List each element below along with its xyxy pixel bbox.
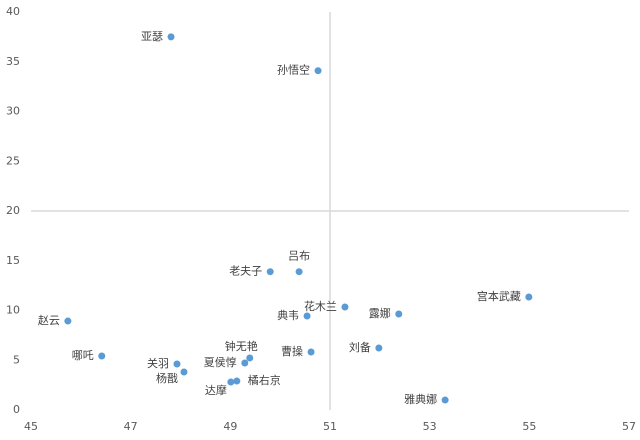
point — [167, 33, 175, 41]
point-label: 孙悟空 — [277, 63, 310, 77]
point-label: 杨戬 — [156, 371, 178, 385]
y-tick-label: 5 — [13, 353, 20, 366]
point — [64, 317, 72, 325]
point — [307, 348, 315, 356]
x-tick-label: 57 — [622, 420, 636, 433]
point-label: 雅典娜 — [404, 392, 437, 406]
point — [395, 310, 403, 318]
point-label: 达摩 — [205, 383, 227, 397]
point-label: 宫本武藏 — [477, 289, 521, 303]
point-label: 橘右京 — [248, 373, 281, 387]
point-label: 露娜 — [369, 306, 391, 320]
point — [173, 360, 181, 368]
point — [233, 377, 241, 385]
x-tick-label: 49 — [223, 420, 237, 433]
point — [180, 368, 188, 376]
y-tick-label: 20 — [6, 204, 20, 217]
point — [303, 312, 311, 320]
point — [98, 352, 106, 360]
x-tick-label: 53 — [423, 420, 437, 433]
point — [295, 268, 303, 276]
point-label: 钟无艳 — [225, 339, 258, 353]
point-label: 哪吒 — [72, 349, 94, 362]
y-tick-label: 25 — [6, 154, 20, 167]
y-tick-label: 35 — [6, 55, 20, 68]
point-label: 刘备 — [349, 340, 371, 354]
x-tick-label: 51 — [323, 420, 337, 433]
point-label: 吕布 — [288, 250, 310, 263]
x-tick-label: 45 — [24, 420, 38, 433]
point — [246, 354, 254, 362]
point — [525, 293, 533, 301]
point — [375, 344, 383, 352]
point — [266, 268, 274, 276]
x-tick-label: 55 — [522, 420, 536, 433]
point-label: 亚瑟 — [141, 30, 163, 43]
point-label: 关羽 — [147, 356, 169, 370]
y-tick-label: 0 — [13, 403, 20, 416]
point-label: 花木兰 — [304, 300, 337, 313]
point — [241, 359, 249, 367]
point-label: 典韦 — [277, 308, 299, 322]
point-label: 夏侯惇 — [204, 355, 237, 369]
y-tick-label: 10 — [6, 304, 20, 317]
y-tick-label: 15 — [6, 254, 20, 267]
point-label: 曹操 — [281, 344, 303, 358]
point — [441, 396, 449, 404]
point-label: 赵云 — [38, 313, 60, 327]
point — [341, 303, 349, 311]
x-tick-label: 47 — [124, 420, 138, 433]
point — [227, 378, 235, 386]
point-label: 老夫子 — [229, 265, 262, 278]
point — [314, 67, 322, 75]
y-tick-label: 40 — [6, 5, 20, 18]
y-tick-label: 30 — [6, 105, 20, 118]
